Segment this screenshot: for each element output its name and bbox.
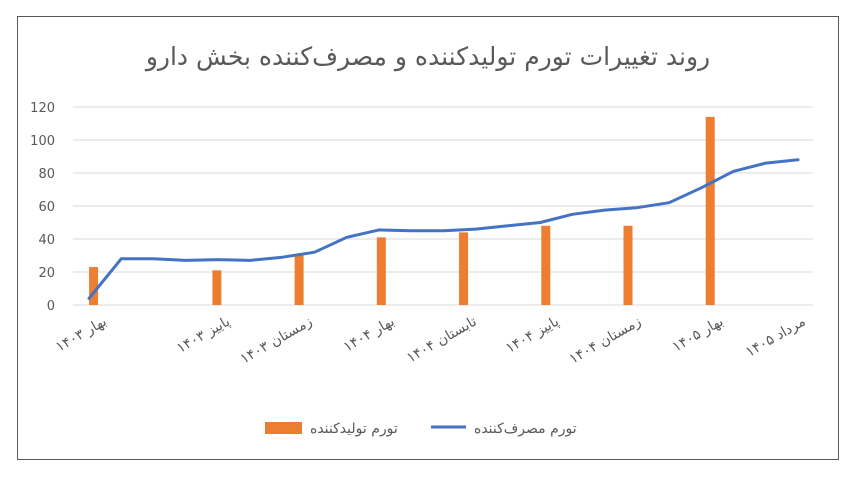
y-tick-label-120: 120 [30,101,55,116]
x-tick-label-2: زمستان ۱۴۰۳ [238,314,315,368]
producer-bar-7 [376,237,386,305]
producer-inflation-bars [89,116,715,306]
producer-bar-13 [623,225,633,305]
x-tick-label-5: پاییز ۱۴۰۴ [503,314,562,357]
producer-bar-11 [541,225,551,305]
producer-bar-0 [89,267,99,305]
producer-bar-9 [459,232,469,305]
legend-swatch-producer [265,422,302,434]
y-tick-label-100: 100 [30,134,55,149]
x-tick-label-4: تابستان ۱۴۰۴ [404,314,480,367]
y-tick-label-60: 60 [38,200,55,215]
producer-bar-3 [212,270,222,305]
chart-title: روند تغییرات تورم تولیدکننده و مصرف‌کنند… [144,42,710,72]
consumer-inflation-line [87,158,800,300]
x-tick-label-1: پاییز ۱۴۰۳ [174,314,233,357]
x-tick-label-0: بهار ۱۴۰۳ [53,314,109,356]
chart-canvas: روند تغییرات تورم تولیدکننده و مصرف‌کنند… [30,42,813,437]
x-tick-label-6: زمستان ۱۴۰۴ [567,314,644,368]
y-tick-label-40: 40 [38,233,55,248]
x-tick-label-3: بهار ۱۴۰۴ [341,314,397,356]
chart-frame: روند تغییرات تورم تولیدکننده و مصرف‌کنند… [17,16,839,460]
legend-label-consumer: تورم مصرف‌کننده [474,421,577,437]
consumer-inflation-line-group [87,158,800,300]
y-axis-tick-labels: 0 20 40 60 80 100 120 [30,101,55,314]
producer-bar-15 [705,116,715,306]
y-tick-label-80: 80 [38,167,55,182]
y-tick-label-0: 0 [47,299,55,314]
x-tick-label-7: بهار ۱۴۰۵ [670,314,726,356]
producer-bar-5 [294,255,304,305]
y-tick-label-20: 20 [38,266,55,281]
gridlines [73,106,813,306]
legend: تورم تولیدکننده تورم مصرف‌کننده [265,421,577,437]
legend-label-producer: تورم تولیدکننده [310,421,398,437]
x-tick-label-8: مرداد ۱۴۰۵ [743,314,808,361]
